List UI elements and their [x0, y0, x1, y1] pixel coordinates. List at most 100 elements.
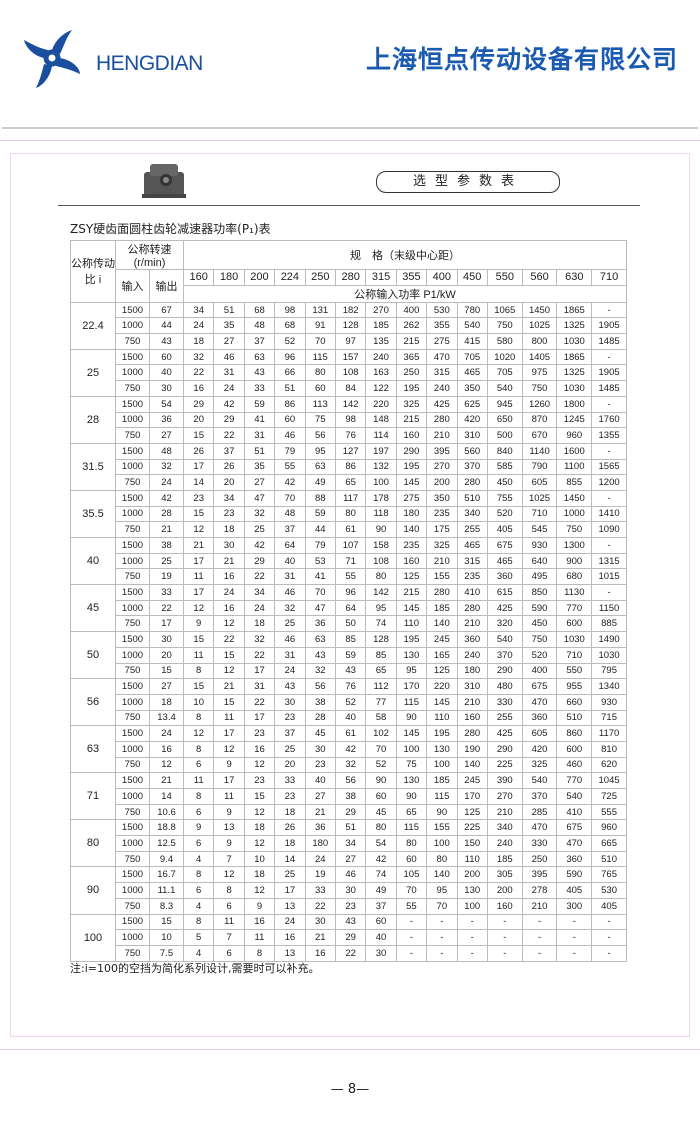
power-cell: 41 [304, 568, 336, 586]
power-cell: 765 [591, 866, 627, 884]
power-cell: 96 [274, 348, 306, 366]
power-cell: 34 [334, 835, 367, 852]
power-cell: 930 [521, 537, 558, 554]
power-cell: 36 [304, 819, 336, 837]
power-cell: 113 [304, 395, 336, 413]
input-speed-cell: 750 [115, 568, 150, 586]
power-cell: 65 [395, 803, 428, 821]
power-cell: 95 [304, 442, 336, 460]
size-header: 160 [182, 269, 215, 286]
power-cell: 48 [274, 505, 306, 523]
power-cell: 49 [304, 474, 336, 491]
power-cell: 1090 [591, 521, 627, 538]
power-cell: 52 [334, 693, 367, 711]
power-cell: - [556, 944, 593, 962]
power-cell: - [456, 929, 488, 946]
power-cell: 13 [213, 819, 245, 837]
input-speed-cell: 1500 [115, 725, 150, 742]
input-speed-cell: 1000 [115, 646, 150, 664]
power-cell: 182 [334, 301, 367, 319]
power-cell: 580 [486, 333, 523, 350]
power-cell: 705 [486, 364, 523, 382]
output-speed-cell: 15 [149, 662, 184, 680]
input-speed-cell: 1500 [115, 819, 150, 837]
size-header: 180 [213, 269, 245, 286]
table-row: 750 10.6 6 9 12 18 21 29 45 65 90 125 210 285 410 555 [71, 803, 627, 821]
output-speed-cell: 7.5 [149, 944, 184, 962]
power-cell: 31 [243, 678, 276, 695]
power-cell: - [591, 348, 627, 366]
power-cell: 145 [426, 693, 458, 711]
table-row: 56 1500 27 15 21 31 43 56 76 112 170 220 310 480 675 95… [70, 678, 627, 727]
power-cell: 245 [456, 772, 488, 789]
power-cell: 23 [334, 897, 367, 915]
size-header: 355 [395, 269, 428, 286]
output-speed-cell: 28 [149, 505, 184, 523]
power-cell: 24 [304, 850, 336, 868]
ratio-cell: 35.5 [70, 489, 116, 539]
input-speed-cell: 1500 [115, 913, 150, 931]
table-row: 750 9.4 4 7 10 14 24 27 42 60 80 110 185 250 360 510 [71, 850, 627, 868]
power-cell: 50 [334, 615, 367, 633]
size-header: 560 [521, 269, 558, 286]
power-cell: 395 [521, 866, 558, 884]
power-cell: 32 [243, 631, 276, 648]
size-header: 250 [304, 269, 336, 286]
power-cell: - [395, 944, 428, 962]
power-cell: 18 [243, 615, 276, 633]
output-speed-cell: 48 [149, 442, 184, 460]
power-cell: 38 [304, 693, 336, 711]
power-cell: 130 [426, 740, 458, 758]
power-cell: 60 [365, 913, 397, 931]
output-speed-cell: 16 [149, 740, 184, 758]
power-cell: 1600 [556, 442, 593, 460]
power-cell: 70 [304, 584, 336, 601]
table-row: 750 27 15 22 31 46 56 76 114 160 210 310 500 670 960 13… [71, 427, 627, 444]
power-cell: 46 [274, 427, 306, 444]
power-cell: 130 [456, 882, 488, 899]
size-header: 280 [334, 269, 367, 286]
power-cell: 68 [274, 317, 306, 335]
power-cell: 215 [395, 333, 428, 350]
power-table: 公称传动比 i 公称转速(r/min) 规 格（末级中心距） 输入 输出 160… [70, 240, 627, 962]
power-cell: 7 [213, 850, 245, 868]
power-cell: 250 [395, 364, 428, 382]
output-speed-cell: 30 [149, 631, 184, 648]
input-speed-cell: 750 [115, 850, 150, 868]
power-cell: 180 [304, 835, 336, 852]
power-cell: 8 [182, 709, 215, 727]
power-cell: 32 [334, 756, 367, 774]
output-speed-cell: 33 [149, 584, 184, 601]
power-cell: 975 [521, 364, 558, 382]
power-cell: 11 [182, 772, 215, 789]
table-row: 1000 20 11 15 22 31 43 59 85 130 165 240 370 520 710 10… [71, 646, 627, 664]
power-cell: 24 [274, 913, 306, 931]
power-cell: 80 [365, 568, 397, 586]
power-cell: 600 [556, 740, 593, 758]
table-row: 40 1500 38 21 30 42 64 79 107 158 235 325 465 675 930 1… [70, 536, 627, 586]
table-row: 1000 12.5 6 9 12 18 180 34 54 80 100 150 240 330 470 66… [71, 835, 627, 852]
power-cell: 885 [591, 615, 627, 633]
power-cell: 16 [243, 913, 276, 931]
power-cell: 625 [456, 395, 488, 413]
output-speed-cell: 36 [149, 411, 184, 429]
power-cell: 59 [334, 646, 367, 664]
power-cell: 15 [182, 678, 215, 695]
power-cell: 1865 [556, 301, 593, 319]
power-cell: - [521, 929, 558, 946]
power-cell: 1000 [556, 505, 593, 523]
power-cell: 6 [213, 897, 245, 915]
power-cell: - [591, 395, 627, 413]
power-cell: 17 [243, 709, 276, 727]
ratio-cell: 100 [70, 913, 116, 962]
power-cell: 34 [243, 584, 276, 601]
power-cell: 24 [213, 584, 245, 601]
power-cell: 47 [243, 489, 276, 507]
power-cell: 6 [182, 803, 215, 821]
power-cell: 100 [426, 756, 458, 774]
input-speed-cell: 750 [115, 380, 150, 397]
power-cell: 665 [591, 835, 627, 852]
power-cell: 290 [395, 442, 428, 460]
input-speed-cell: 750 [115, 474, 150, 491]
power-cell: 30 [274, 693, 306, 711]
